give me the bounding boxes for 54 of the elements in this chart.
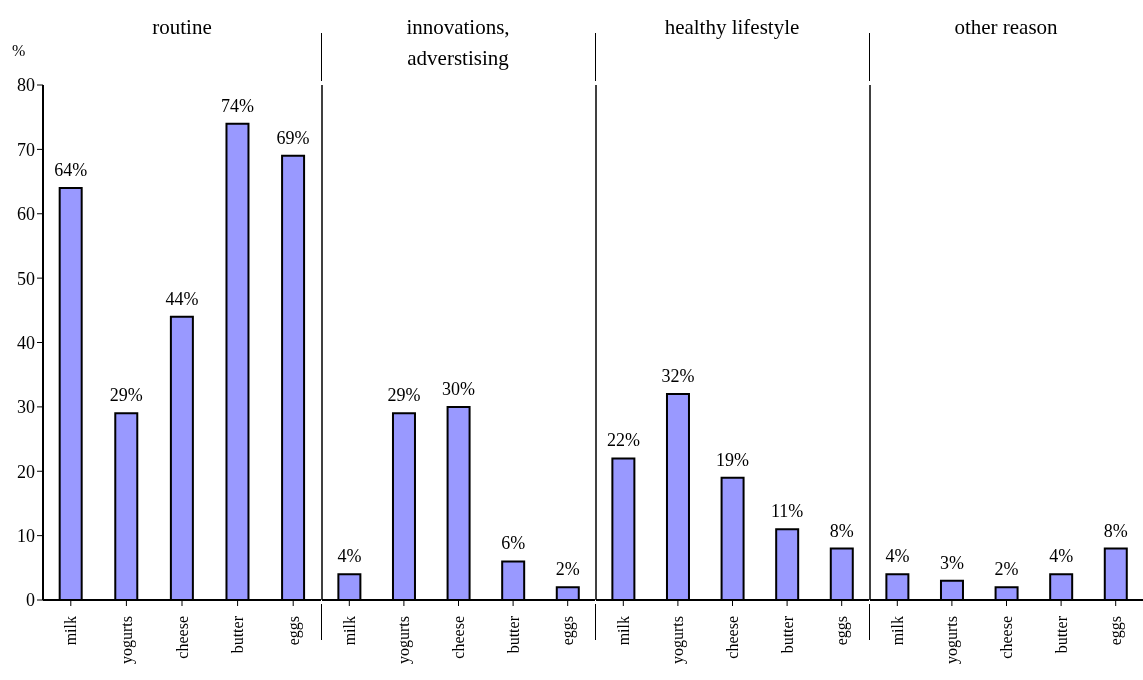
chart-title: innovations, adverstising [405, 14, 511, 72]
x-tick-label: butter [229, 615, 247, 654]
data-label: 2% [994, 559, 1019, 580]
y-tick-label: 0 [26, 590, 35, 611]
data-label: 8% [829, 520, 854, 541]
data-label: 11% [771, 501, 804, 522]
y-tick-label: 70 [17, 139, 35, 160]
x-tick-label: eggs [1107, 616, 1126, 646]
x-tick-label: yogurts [395, 616, 414, 664]
data-label: 69% [276, 127, 310, 148]
chart-title: other reason [954, 14, 1058, 41]
y-tick-label: 50 [17, 268, 35, 289]
data-label: 74% [220, 95, 254, 116]
x-tick-label: yogurts [943, 616, 962, 664]
data-label: 64% [54, 160, 88, 180]
x-tick-label: milk [62, 616, 80, 646]
data-label: 29% [109, 385, 143, 406]
data-label: 4% [1049, 546, 1074, 567]
data-label: 2% [555, 559, 580, 580]
y-tick-label: 10 [17, 526, 35, 547]
x-tick-label: eggs [559, 616, 578, 646]
x-tick-label: yogurts [669, 616, 688, 664]
data-label: 29% [387, 385, 421, 406]
x-tick-label: cheese [173, 616, 191, 659]
chart-title: healthy lifestyle [664, 14, 800, 41]
data-label: 4% [337, 546, 362, 567]
y-tick-label: 40 [17, 332, 35, 353]
x-tick-label: butter [1052, 615, 1070, 654]
data-label: 8% [1103, 520, 1128, 541]
x-tick-label: butter [504, 615, 522, 654]
data-label: 3% [939, 552, 964, 573]
y-tick-label: 80 [17, 75, 35, 96]
y-tick-label: 30 [17, 397, 35, 418]
data-label: 6% [501, 533, 526, 554]
y-axis-title: % [12, 42, 26, 60]
x-tick-label: eggs [833, 616, 852, 646]
y-tick-label: 20 [17, 461, 35, 482]
x-tick-label: milk [888, 616, 906, 646]
x-tick-label: eggs [284, 616, 303, 646]
x-tick-label: butter [778, 615, 796, 654]
y-tick-label: 60 [17, 204, 35, 225]
data-label: 4% [885, 546, 910, 567]
x-tick-label: cheese [724, 616, 741, 659]
x-tick-label: milk [614, 616, 632, 646]
chart-title: routine [152, 14, 212, 41]
data-label: 19% [716, 449, 750, 470]
data-label: 32% [661, 366, 695, 386]
x-tick-label: cheese [998, 616, 1015, 659]
x-tick-label: cheese [450, 616, 467, 659]
x-tick-label: yogurts [117, 616, 136, 664]
data-label: 44% [165, 288, 199, 309]
x-tick-label: milk [340, 616, 358, 646]
data-label: 30% [442, 378, 476, 399]
data-label: 22% [606, 430, 640, 451]
